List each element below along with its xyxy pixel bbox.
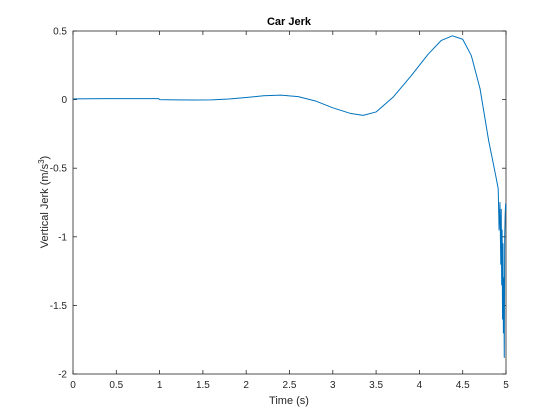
y-axis-label: Vertical Jerk (m/s3) [37,156,52,248]
x-axis-label: Time (s) [269,395,309,407]
x-tick-label: 5 [503,380,509,391]
series-line [72,35,507,359]
y-tick-label: 0.5 [53,27,67,38]
x-tick-label: 2.5 [283,380,297,391]
y-tick-label: 0 [61,95,67,106]
y-tick-label: -1.5 [50,301,68,312]
x-tick-label: 4 [417,380,423,391]
x-tick-label: 2 [243,380,249,391]
y-axis-label-end: ) [39,156,51,160]
x-tick-label: 1.5 [196,380,210,391]
y-axis-label-superscript: 3 [37,159,46,164]
y-axis-label-main: Vertical Jerk (m/s [39,163,51,248]
y-tick-label: -1 [58,232,67,243]
x-tick-label: 0 [70,380,76,391]
x-tick-label: 1 [157,380,163,391]
chart-title: Car Jerk [267,16,312,28]
series-layer [72,35,507,359]
y-tick-label: -2 [58,370,67,381]
x-tick-label: 4.5 [456,380,470,391]
y-tick-label: -0.5 [50,164,68,175]
y-axis-ticks: 0.5 0 -0.5 -1 -1.5 -2 [50,27,506,381]
x-tick-label: 3 [330,380,336,391]
x-tick-label: 0.5 [109,380,123,391]
plot-area [72,30,507,375]
x-tick-label: 3.5 [369,380,383,391]
x-axis-ticks: 0 0.5 1 1.5 2 2.5 3 3.5 4 4.5 5 [70,31,509,391]
